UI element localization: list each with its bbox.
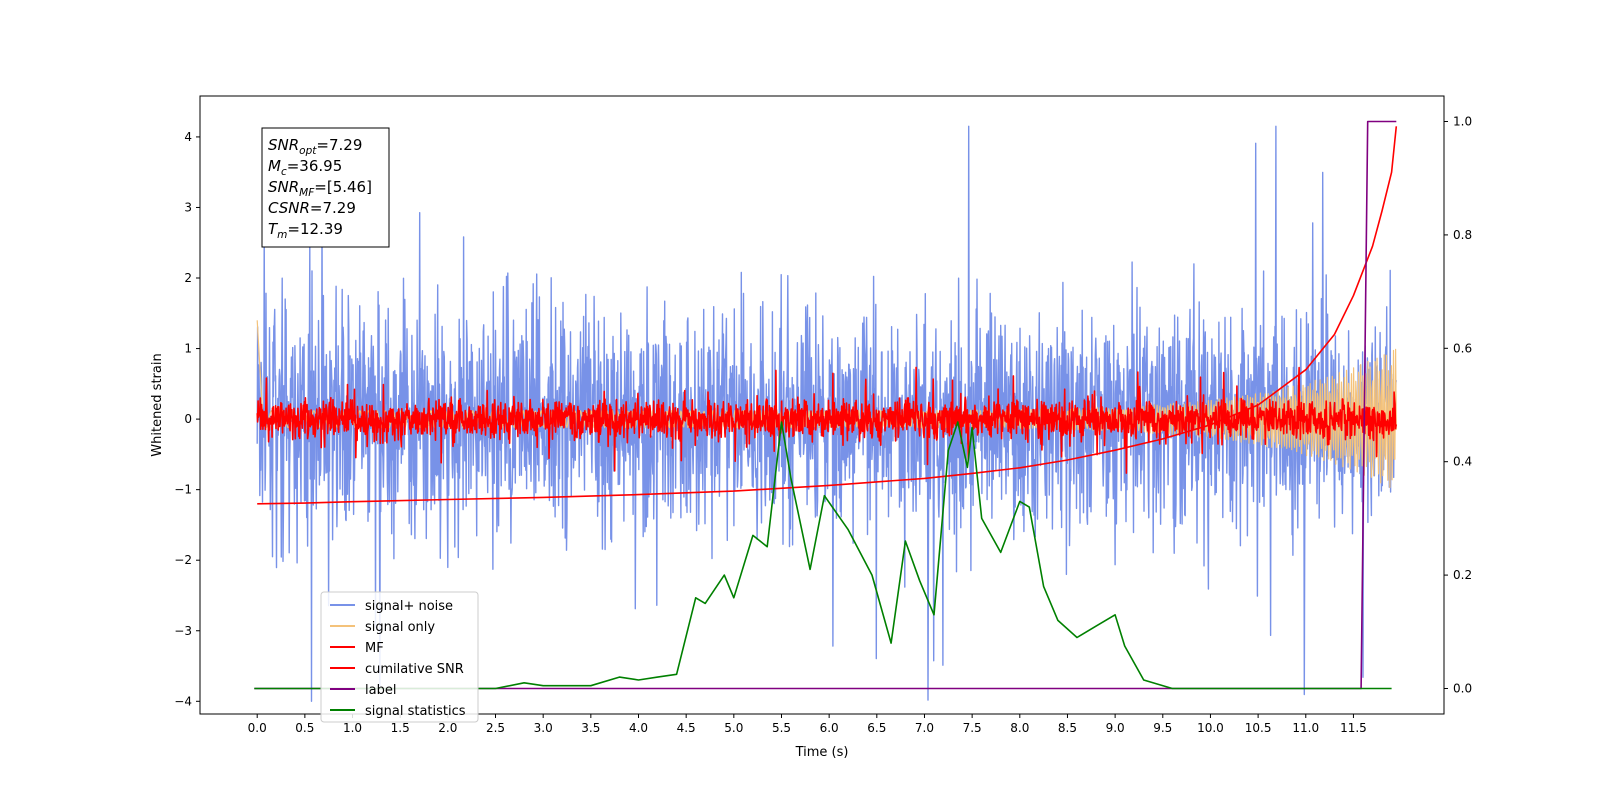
legend-label-label: label <box>365 683 396 698</box>
y2-tick-label: 0.8 <box>1453 228 1472 242</box>
y-tick-label: 3 <box>184 200 192 214</box>
annotation-line: CSNR=7.29 <box>268 199 356 217</box>
x-tick-label: 1.5 <box>391 721 410 735</box>
plot-frame <box>199 95 1445 715</box>
x-tick-label: 2.0 <box>438 721 457 735</box>
x-tick-label: 11.5 <box>1340 721 1367 735</box>
annotation-frame <box>261 127 390 248</box>
annotation-box: SNRopt=7.29Mc=36.95SNRMF=[5.46]CSNR=7.29… <box>261 127 390 248</box>
x-tick-label: 3.5 <box>581 721 600 735</box>
x-tick-label: 9.0 <box>1106 721 1125 735</box>
legend-label-signal-only: signal only <box>365 620 435 635</box>
series-mf <box>256 366 1398 474</box>
legend-label-signal-noise: signal+ noise <box>365 599 453 614</box>
x-tick-label: 3.0 <box>534 721 553 735</box>
legend-frame <box>320 591 479 723</box>
y2-tick-label: 0.4 <box>1453 455 1472 469</box>
y2-tick-label: 0.0 <box>1453 681 1472 695</box>
x-axis: 0.0 0.5 1.0 1.5 2.0 2.5 3.0 3.5 4.0 4.5 5.0 5.5 6.0 6… <box>248 714 1367 735</box>
x-tick-label: 8.0 <box>1010 721 1029 735</box>
x-tick-label: 6.5 <box>867 721 886 735</box>
y-axis-left: −4 −3 −2 −1 0 1 2 3 4 <box>174 130 200 708</box>
annotation-line: SNRMF=[5.46] <box>268 178 372 199</box>
y2-tick-label: 1.0 <box>1453 115 1472 129</box>
annotation-line: Tm=12.39 <box>268 220 343 241</box>
annotation-line: Mc=36.95 <box>268 157 342 178</box>
x-tick-label: 1.0 <box>343 721 362 735</box>
x-tick-label: 6.0 <box>820 721 839 735</box>
series-label <box>254 120 1397 690</box>
y-tick-label: −2 <box>174 553 192 567</box>
y-axis-right: 0.0 0.2 0.4 0.6 0.8 1.0 <box>1444 115 1472 695</box>
legend-label-signal-statistics: signal statistics <box>365 704 466 719</box>
x-axis-label: Time (s) <box>795 745 849 760</box>
x-tick-label: 10.5 <box>1245 721 1272 735</box>
x-tick-label: 4.0 <box>629 721 648 735</box>
x-tick-label: 9.5 <box>1153 721 1172 735</box>
y-tick-label: 2 <box>184 271 192 285</box>
y-tick-label: −3 <box>174 624 192 638</box>
y2-tick-label: 0.6 <box>1453 341 1472 355</box>
legend-label-mf: MF <box>365 641 384 656</box>
y-tick-label: 1 <box>184 342 192 356</box>
x-tick-label: 11.0 <box>1292 721 1319 735</box>
x-tick-label: 0.0 <box>248 721 267 735</box>
x-tick-label: 5.0 <box>724 721 743 735</box>
x-tick-label: 8.5 <box>1058 721 1077 735</box>
y-tick-label: −4 <box>174 694 192 708</box>
x-tick-label: 7.5 <box>963 721 982 735</box>
x-tick-label: 5.5 <box>772 721 791 735</box>
x-tick-label: 2.5 <box>486 721 505 735</box>
legend-label-cumilative-snr: cumilative SNR <box>365 662 464 677</box>
y-tick-label: −1 <box>174 483 192 497</box>
annotation-line: SNRopt=7.29 <box>268 136 362 157</box>
x-tick-label: 4.5 <box>677 721 696 735</box>
y-tick-label: 0 <box>184 412 192 426</box>
series-signal-statistics <box>254 421 1392 690</box>
series-layer <box>254 120 1398 702</box>
x-tick-label: 7.0 <box>915 721 934 735</box>
y-axis-label: Whitened strain <box>150 353 165 456</box>
y-tick-label: 4 <box>184 130 192 144</box>
legend: signal+ noise signal only MF cumilative SNR… <box>320 591 479 723</box>
x-tick-label: 0.5 <box>295 721 314 735</box>
y2-tick-label: 0.2 <box>1453 568 1472 582</box>
series-cumilative-snr <box>257 126 1398 505</box>
x-tick-label: 10.0 <box>1197 721 1224 735</box>
